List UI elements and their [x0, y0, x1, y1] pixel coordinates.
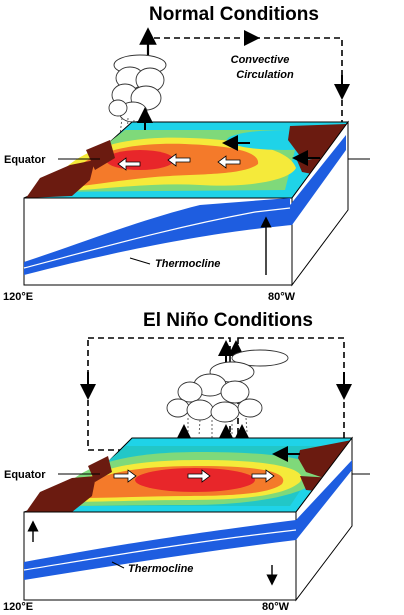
elnino-west-longitude: 120°E: [3, 601, 33, 613]
normal-convective-circulation: [147, 37, 343, 125]
normal-ocean-box: Thermocline: [23, 120, 349, 287]
elnino-ocean-surface: [23, 437, 354, 513]
normal-ocean-surface: [23, 107, 349, 199]
elnino-equator-label: Equator: [4, 469, 46, 481]
trade-wind-arrows: [117, 153, 241, 171]
normal-east-longitude: 80°W: [268, 291, 296, 303]
circulation-label-line1: Convective: [231, 54, 290, 66]
normal-west-longitude: 120°E: [3, 291, 33, 303]
normal-panel: Normal Conditions Convective Circulation: [3, 4, 370, 303]
normal-cloud-cluster: [108, 54, 167, 139]
elnino-thermocline-label: Thermocline: [128, 563, 193, 575]
circulation-label-line2: Circulation: [236, 69, 294, 81]
elnino-cloud-cluster: [166, 349, 289, 438]
elnino-thermocline-layer: [24, 460, 352, 580]
elnino-ocean-box: Thermocline: [23, 436, 353, 602]
westerly-wind-arrows: [113, 469, 275, 483]
normal-title: Normal Conditions: [149, 4, 319, 25]
elnino-east-longitude: 80°W: [262, 601, 290, 613]
equator-label: Equator: [4, 154, 46, 166]
elnino-panel: El Niño Conditions: [3, 310, 370, 613]
normal-thermocline-label: Thermocline: [155, 258, 220, 270]
normal-thermocline-layer: [24, 135, 346, 275]
elnino-title: El Niño Conditions: [143, 310, 313, 331]
